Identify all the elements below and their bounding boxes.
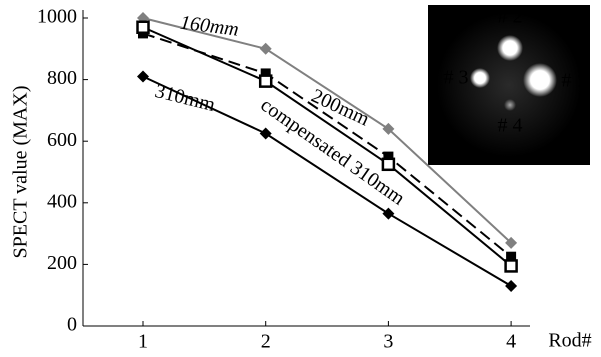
y-axis-title: SPECT value (MAX) (10, 86, 32, 259)
marker (506, 260, 517, 271)
x-tick-label: 1 (138, 331, 148, 353)
y-tick-label: 800 (47, 67, 77, 89)
inset-label: # 3 (444, 67, 469, 89)
marker (260, 128, 272, 140)
y-tick-label: 1000 (37, 6, 77, 28)
marker (382, 208, 394, 220)
series-label: 160mm (179, 12, 240, 41)
inset-label: # 1 (562, 70, 587, 92)
y-tick-label: 200 (47, 252, 77, 274)
chart: SPECT value (MAX) Rod# 0 200 400 600 800 1000… (0, 0, 601, 357)
x-tick-label: 2 (261, 331, 271, 353)
marker (138, 22, 149, 33)
y-tick-label: 600 (47, 129, 77, 151)
x-axis-title: Rod# (548, 330, 591, 352)
marker (260, 43, 272, 55)
y-tick-label: 0 (67, 314, 77, 336)
marker (260, 76, 271, 87)
inset-label: # 4 (498, 115, 523, 137)
marker (383, 159, 394, 170)
x-tick-label: 3 (383, 331, 393, 353)
inset-label: # 2 (498, 6, 523, 28)
marker (137, 71, 149, 83)
x-tick-label: 4 (506, 331, 516, 353)
marker (505, 280, 517, 292)
series-label: 310mm (153, 80, 218, 116)
y-tick-label: 400 (47, 190, 77, 212)
